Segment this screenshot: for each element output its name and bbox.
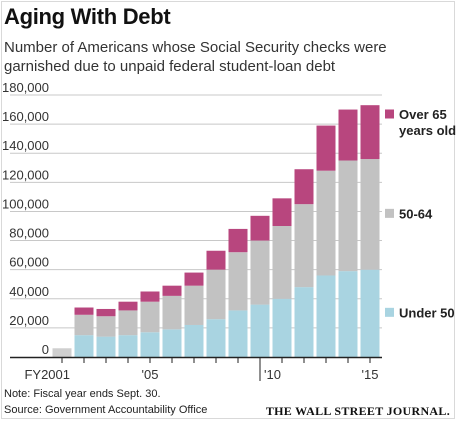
chart-note: Note: Fiscal year ends Sept. 30. [4, 388, 161, 400]
bar-over_65-2002 [74, 307, 94, 315]
bar-over_65-2013 [316, 125, 336, 171]
bar-over_65-2010 [250, 215, 270, 241]
bar-under_50-2009 [228, 310, 248, 357]
legend-swatch-age_50_64 [385, 208, 394, 218]
bar-under_50-2010 [250, 304, 270, 357]
bar-over_65-2007 [184, 272, 204, 286]
bar-over_65-2008 [206, 250, 226, 270]
y-tick-label: 80,000 [9, 226, 49, 241]
bar-age_50_64-2010 [250, 240, 270, 305]
legend-label-over_65: Over 65 [399, 107, 447, 122]
bar-age_50_64-2012 [294, 204, 314, 288]
legend-swatch-over_65 [385, 109, 394, 119]
bar-under_50-2014 [338, 271, 358, 357]
y-tick-label: 160,000 [2, 109, 49, 124]
bar-age_50_64-2005 [140, 301, 160, 333]
bar-under_50-2015 [360, 269, 380, 357]
bar-age_50_64-2006 [162, 295, 182, 330]
chart-source: Source: Government Accountability Office [4, 404, 208, 416]
y-tick-label: 140,000 [2, 138, 49, 153]
chart-subtitle: Number of Americans whose Social Securit… [4, 39, 387, 75]
legend-label-age_50_64: 50-64 [399, 206, 433, 221]
y-tick-label: 180,000 [2, 80, 49, 95]
bar-under_50-2013 [316, 275, 336, 357]
bar-under_50-2005 [140, 332, 160, 357]
x-tick-label: FY2001 [24, 367, 70, 382]
x-tick-label: '05 [142, 367, 159, 382]
bar-under_50-2007 [184, 324, 204, 357]
y-tick-label: 120,000 [2, 167, 49, 182]
bar-age_50_64-2009 [228, 252, 248, 311]
bar-age_50_64-2002 [74, 314, 94, 336]
bar-under_50-2006 [162, 329, 182, 357]
bar-over_65-2014 [338, 109, 358, 161]
legend-label-over_65: years old [399, 123, 456, 138]
bar-fy2001 [52, 348, 72, 357]
bar-age_50_64-2003 [96, 316, 116, 337]
bar-age_50_64-2014 [338, 160, 358, 272]
bar-over_65-2006 [162, 285, 182, 296]
bar-over_65-2009 [228, 228, 248, 253]
bar-age_50_64-2008 [206, 269, 226, 320]
bar-age_50_64-2011 [272, 226, 292, 299]
x-tick-label: '15 [362, 367, 379, 382]
x-tick-label: '10 [264, 367, 281, 382]
bar-age_50_64-2004 [118, 310, 138, 336]
y-tick-label: 60,000 [9, 255, 49, 270]
bar-under_50-2002 [74, 335, 94, 357]
bar-age_50_64-2013 [316, 170, 336, 276]
bar-over_65-2012 [294, 169, 314, 205]
bar-under_50-2011 [272, 298, 292, 357]
y-tick-label: 0 [42, 342, 49, 357]
bar-over_65-2004 [118, 301, 138, 311]
chart-title: Aging With Debt [4, 4, 171, 29]
legend-swatch-under_50 [385, 307, 394, 317]
bar-age_50_64-2015 [360, 159, 380, 270]
bar-over_65-2005 [140, 291, 160, 302]
y-tick-label: 20,000 [9, 313, 49, 328]
publisher-credit: THE WALL STREET JOURNAL. [265, 404, 450, 418]
bar-under_50-2004 [118, 335, 138, 357]
y-tick-label: 40,000 [9, 284, 49, 299]
bar-under_50-2008 [206, 319, 226, 357]
bar-over_65-2003 [96, 308, 116, 317]
bar-over_65-2015 [360, 105, 380, 160]
bar-over_65-2011 [272, 198, 292, 226]
legend-label-under_50: Under 50 [399, 305, 455, 320]
bar-under_50-2003 [96, 336, 116, 357]
bar-under_50-2012 [294, 287, 314, 357]
y-tick-label: 100,000 [2, 196, 49, 211]
bar-age_50_64-2007 [184, 285, 204, 325]
